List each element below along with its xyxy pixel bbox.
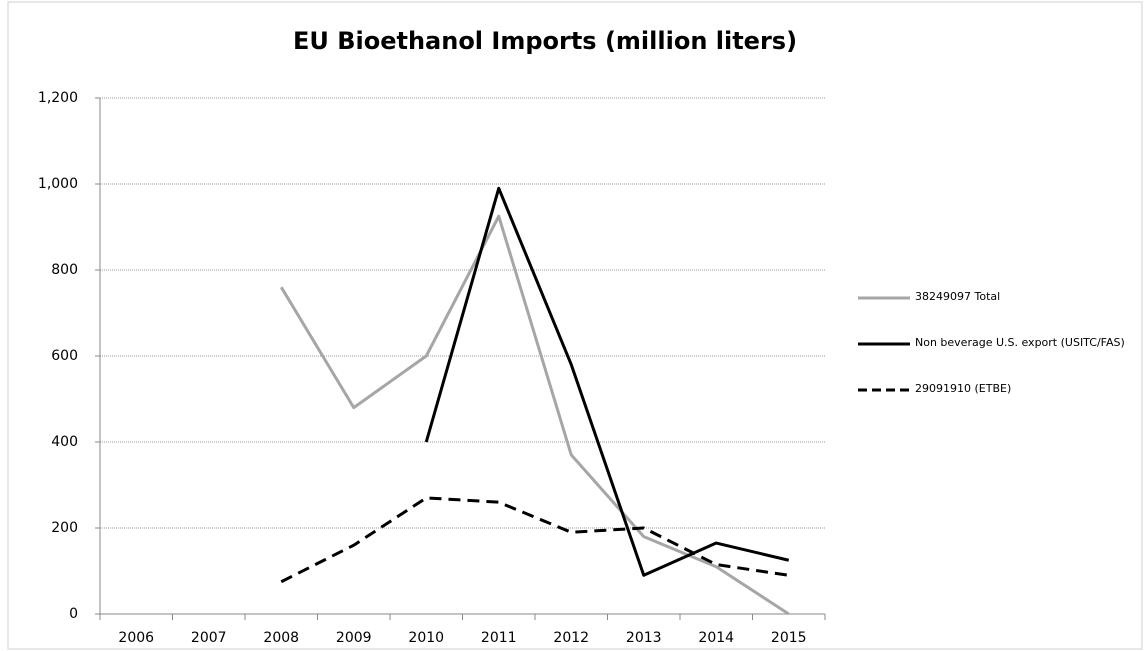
legend-swatch bbox=[858, 296, 910, 300]
x-tick-label: 2014 bbox=[698, 630, 734, 646]
chart-title: EU Bioethanol Imports (million liters) bbox=[293, 27, 797, 55]
x-tick-label: 2010 bbox=[408, 630, 444, 646]
series-line bbox=[280, 496, 789, 584]
x-tick-label: 2009 bbox=[336, 630, 372, 646]
chart-border bbox=[7, 1, 1143, 650]
y-tick-label: 200 bbox=[51, 520, 78, 536]
legend-swatch bbox=[858, 388, 910, 392]
x-tick-label: 2006 bbox=[118, 630, 154, 646]
x-tick-label: 2007 bbox=[191, 630, 227, 646]
series-line bbox=[424, 186, 790, 577]
y-tick-label: 600 bbox=[51, 348, 78, 364]
y-tick-label: 800 bbox=[51, 262, 78, 278]
legend-label: Non beverage U.S. export (USITC/FAS) bbox=[915, 336, 1125, 349]
y-tick-label: 0 bbox=[69, 606, 78, 622]
y-tick-label: 1,000 bbox=[38, 176, 78, 192]
x-tick-label: 2011 bbox=[481, 630, 517, 646]
legend-item: 38249097 Total bbox=[858, 288, 1138, 334]
legend-item: Non beverage U.S. export (USITC/FAS) bbox=[858, 334, 1138, 380]
series-line bbox=[279, 214, 790, 616]
legend-item: 29091910 (ETBE) bbox=[858, 380, 1138, 426]
y-tick-label: 1,200 bbox=[38, 90, 78, 106]
y-tick-label: 400 bbox=[51, 434, 78, 450]
legend-label: 38249097 Total bbox=[915, 290, 1001, 303]
x-tick-label: 2013 bbox=[626, 630, 662, 646]
legend: 38249097 Total Non beverage U.S. export (… bbox=[858, 288, 1138, 426]
x-tick-label: 2012 bbox=[553, 630, 589, 646]
x-tick-label: 2008 bbox=[263, 630, 299, 646]
x-tick-label: 2015 bbox=[771, 630, 807, 646]
legend-label: 29091910 (ETBE) bbox=[915, 382, 1012, 395]
legend-swatch bbox=[858, 342, 910, 346]
